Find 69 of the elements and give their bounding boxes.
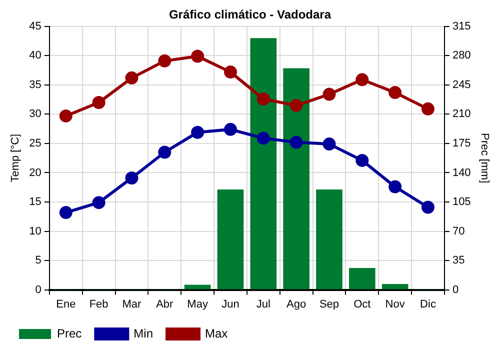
point	[191, 126, 204, 139]
point	[322, 88, 336, 101]
y-tick-label: 35	[29, 78, 42, 91]
point	[290, 98, 303, 112]
chart-title: Gráfico climático - Vadodara	[168, 8, 332, 22]
y-tick-label: 5	[35, 254, 42, 267]
point	[356, 154, 369, 167]
x-tick-label: Ene	[56, 298, 76, 310]
y2-tick-label: 175	[452, 138, 471, 150]
point	[224, 66, 237, 79]
x-tick-label: Feb	[89, 298, 108, 310]
x-tick-label: Jun	[222, 298, 240, 310]
y-tick-label: 15	[29, 196, 42, 208]
legend-label: Max	[205, 326, 228, 340]
x-tick-label: Ago	[286, 298, 306, 310]
point	[224, 122, 237, 136]
point	[256, 92, 270, 106]
y2-tick-label: 105	[452, 196, 471, 208]
y2-tick-label: 210	[452, 108, 471, 120]
point	[191, 50, 204, 63]
bar	[184, 284, 211, 290]
point	[256, 132, 270, 145]
y2-tick-label: 0	[452, 284, 459, 296]
y-tick-label: 20	[29, 166, 42, 179]
y2-tick-label: 70	[452, 225, 465, 238]
bar	[316, 189, 342, 290]
bar	[250, 38, 277, 290]
point	[125, 71, 138, 84]
point	[290, 136, 303, 149]
point	[125, 172, 138, 184]
bar	[382, 284, 408, 290]
point	[158, 54, 172, 68]
y-tick-label: 25	[29, 138, 42, 150]
y2-axis-title: Prec [mm]	[478, 133, 490, 184]
point	[421, 200, 434, 214]
y2-tick-label: 315	[452, 20, 471, 32]
x-tick-label: Nov	[385, 298, 406, 310]
point	[59, 109, 72, 122]
point	[59, 206, 72, 220]
y2-tick-label: 280	[452, 50, 471, 62]
point	[388, 86, 402, 100]
y-tick-label: 40	[29, 50, 42, 62]
y-tick-label: 45	[29, 20, 42, 32]
point	[322, 138, 336, 151]
bar	[283, 68, 310, 290]
x-tick-label: Sep	[319, 298, 340, 310]
legend-label: Min	[134, 326, 154, 340]
y2-tick-label: 245	[452, 78, 471, 91]
point	[92, 96, 106, 109]
legend-label: Prec	[57, 326, 82, 340]
x-tick-label: Abr	[156, 298, 174, 310]
y-tick-label: 0	[35, 284, 42, 296]
point	[158, 146, 172, 159]
point	[92, 196, 106, 210]
x-tick-label: Mar	[122, 298, 142, 310]
y-tick-label: 10	[29, 225, 42, 238]
bar	[348, 268, 376, 290]
point	[388, 180, 402, 194]
y2-tick-label: 140	[452, 166, 471, 179]
y2-tick-label: 35	[452, 254, 465, 267]
x-tick-label: Oct	[354, 298, 371, 310]
y-tick-label: 30	[29, 108, 42, 120]
x-tick-label: May	[187, 298, 208, 310]
y-axis-title: Temp [°C]	[10, 134, 22, 182]
point	[421, 102, 434, 116]
bar	[217, 189, 244, 290]
x-tick-label: Dic	[420, 298, 436, 310]
x-tick-label: Jul	[256, 298, 270, 310]
point	[356, 73, 369, 86]
